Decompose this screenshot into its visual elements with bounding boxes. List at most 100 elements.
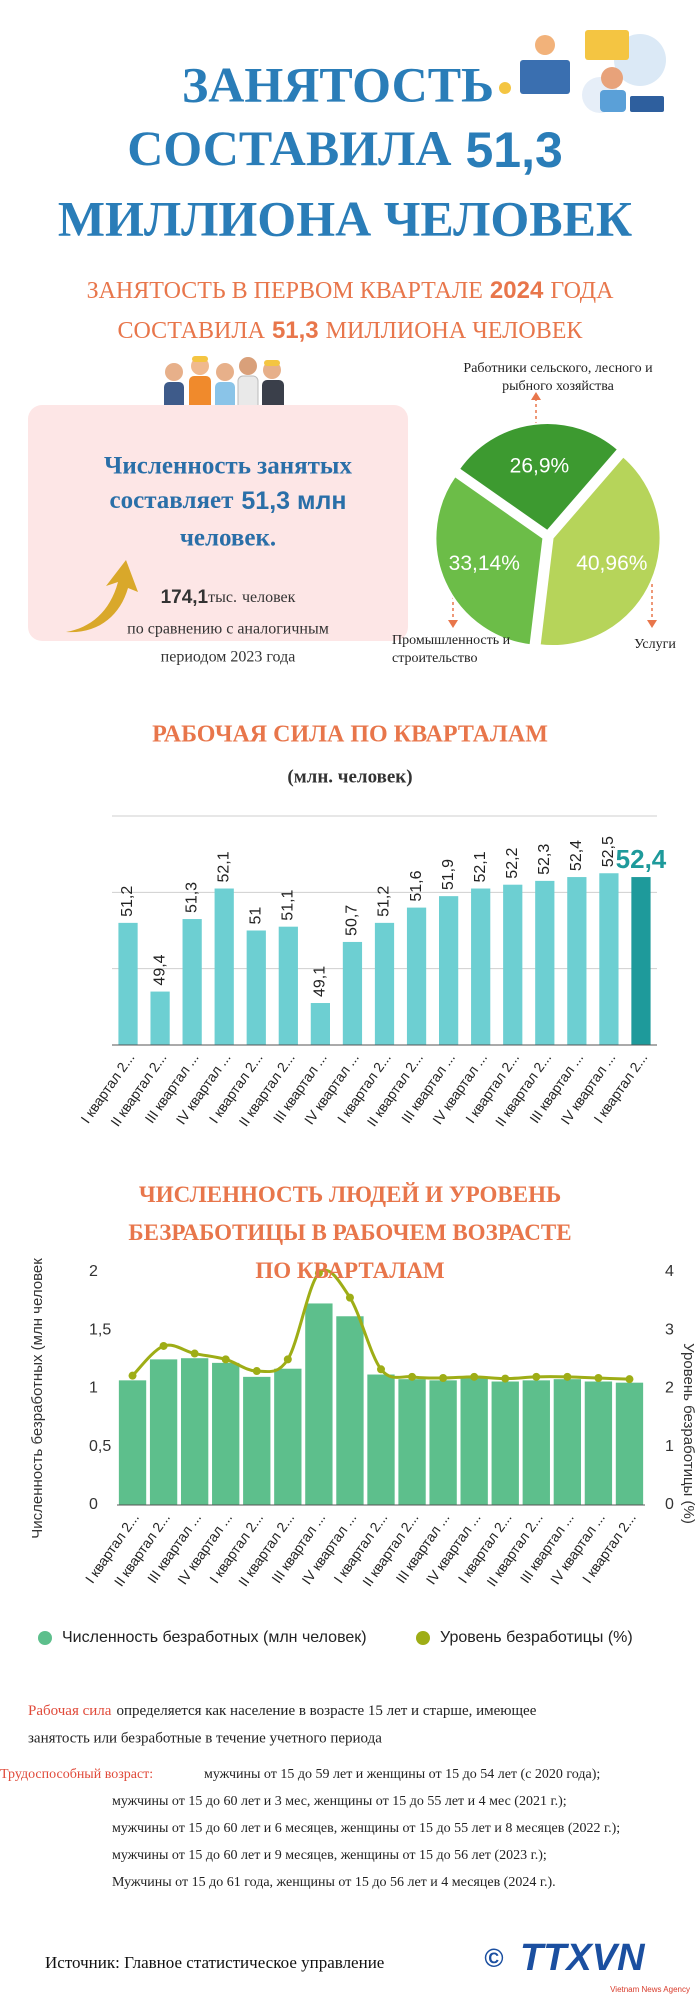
y2-tick-label: 4 [665,1263,674,1280]
increase-unit: тыс. [208,589,237,606]
pie-slice [434,474,545,647]
line-point [377,1365,385,1374]
note-line: занятость или безработные в течение учет… [28,1730,382,1746]
y2-tick-label: 0 [665,1496,674,1513]
value-label: 50,7 [344,905,361,936]
increase-number: 174,1 [161,587,209,608]
value-label: 51,2 [376,886,393,917]
line-point [190,1349,199,1358]
value-label: 51,2 [119,886,136,917]
bar [150,991,170,1045]
pie-label: Услуги [634,637,676,652]
y-tick-label: 1 [89,1380,98,1397]
note-line: мужчины от 15 до 60 лет и 6 месяцев, жен… [112,1821,620,1836]
bar [342,941,363,1045]
line-point [252,1367,261,1376]
note-line: Рабочая сила определяется как население в… [28,1703,537,1719]
note-line: Мужчины от 15 до 61 года, женщины от 15 … [112,1875,556,1890]
bar [491,1381,519,1505]
bar [522,1380,550,1505]
y2-tick-label: 1 [665,1438,674,1455]
bar [149,1359,178,1505]
value-label: 49,4 [151,954,168,985]
bar [243,1376,271,1505]
bar [535,880,555,1045]
note-line: мужчины от 15 до 60 лет и 9 месяцев, жен… [112,1848,547,1863]
title-line: ЗАНЯТОСТЬ [182,56,494,112]
line-point [283,1355,292,1364]
note-line: мужчины от 15 до 59 лет и женщины от 15 … [204,1767,600,1782]
y-tick-label: 2 [89,1263,98,1280]
bar [180,1358,209,1505]
note-text: определяется как население в возрасте 15… [116,1703,536,1719]
bar [118,922,138,1045]
subtitle-part: ЗАНЯТОСТЬ В ПЕРВОМ КВАРТАЛЕ [87,278,483,304]
summary-line: составляет 51,3 млн [110,487,347,515]
bar [584,1381,613,1505]
legend-label: Численность безработных (млн человек) [62,1629,367,1646]
bar [567,877,587,1045]
subtitle-line: СОСТАВИЛА 51,3 МИЛЛИОНА ЧЕЛОВЕК [118,317,584,344]
subtitle-year: 2024 [490,277,544,304]
y-tick-label: 1,5 [89,1321,111,1338]
bar [274,1368,302,1505]
line-point [532,1372,541,1381]
line-point [221,1355,230,1364]
line-point [408,1372,417,1381]
value-label: 49,1 [312,966,329,997]
value-label: 52,3 [536,844,553,875]
bar [503,884,523,1045]
note-term: Трудоспособный возраст: [0,1767,153,1782]
increase-text: человек [242,589,296,606]
bar [599,873,619,1045]
bar [336,1316,364,1505]
bar [471,888,491,1045]
comparison-line: по сравнению с аналогичным [127,621,329,638]
summary-part: составляет [110,487,234,514]
bar [615,1382,644,1505]
subtitle-line: ЗАНЯТОСТЬ В ПЕРВОМ КВАРТАЛЕ 2024 ГОДА [87,277,615,304]
legend-marker [38,1631,52,1645]
title-part: СОСТАВИЛА [127,120,451,176]
y-axis-label: Численность безработных (млн человек [29,1258,46,1539]
summary-line: Численность занятых [104,453,352,480]
title-line: МИЛЛИОНА ЧЕЛОВЕК [58,190,632,246]
y2-axis-label: Уровень безработицы (%) [680,1343,697,1524]
summary-line: человек. [180,525,276,552]
title-line: СОСТАВИЛА 51,3 [127,120,563,178]
bar [553,1379,582,1505]
agency: Vietnam News Agency [610,1985,690,1994]
note-line: мужчины от 15 до 60 лет и 3 мес, женщины… [112,1794,567,1809]
chart-title: РАБОЧАЯ СИЛА ПО КВАРТАЛАМ [152,722,548,748]
bar [182,919,202,1045]
source: Источник: Главное статистическое управле… [45,1953,384,1972]
bar [460,1378,488,1505]
value-label: 51,9 [440,859,457,890]
bar [246,930,266,1045]
y-tick-label: 0,5 [89,1438,111,1455]
value-label: 51,3 [183,882,200,913]
line-point [563,1372,572,1381]
pie-value-label: 40,96% [576,552,647,575]
line-point [470,1372,479,1381]
pie-pointer-heads [448,392,657,628]
bar [214,888,234,1045]
illustration [499,30,666,113]
pie-slice [538,454,662,647]
pie-label: Работники сельского, лесного и рыбного х… [463,361,653,394]
bar [374,922,395,1045]
title-number: 51,3 [465,122,562,178]
copyright: © [484,1943,503,1973]
value-label: 51 [247,907,264,925]
bar [212,1362,240,1505]
chart-title: ЧИСЛЕННОСТЬ ЛЮДЕЙ И УРОВЕНЬ БЕЗРАБОТИЦЫ … [128,1182,572,1283]
logo: TTXVN [520,1937,646,1979]
value-label: 52,4 [568,840,585,871]
chart-subtitle: (млн. человек) [287,766,412,787]
bar [367,1374,395,1505]
line-point [128,1371,137,1380]
legend-marker [416,1631,430,1645]
legend-label: Уровень безработицы (%) [440,1629,633,1646]
